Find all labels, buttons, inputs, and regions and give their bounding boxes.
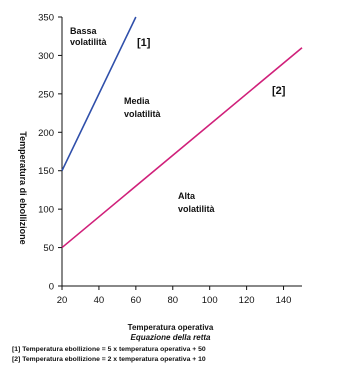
- equation-title: Equazione della retta: [130, 333, 211, 342]
- x-tick-label: 120: [239, 295, 255, 306]
- region-alta-line1: Alta: [178, 191, 196, 201]
- series-1-label: [1]: [137, 37, 151, 49]
- x-tick-label: 140: [276, 295, 292, 306]
- series-2-label: [2]: [272, 85, 286, 97]
- region-alta-line2: volatilità: [178, 204, 216, 214]
- y-tick-label: 50: [43, 243, 54, 254]
- y-tick-label: 150: [38, 166, 54, 177]
- equation-1: [1] Temperatura ebollizione = 5 x temper…: [12, 346, 206, 353]
- series-line-2: [61, 47, 303, 249]
- series-line-1: [61, 16, 137, 172]
- region-bassa-line2: volatilità: [70, 37, 108, 47]
- y-tick-label: 250: [38, 89, 54, 100]
- x-axis-label: Temperatura operativa: [127, 323, 214, 332]
- y-tick-label: 0: [49, 282, 54, 293]
- y-tick-label: 300: [38, 51, 54, 62]
- equation-2: [2] Temperatura ebollizione = 2 x temper…: [12, 356, 206, 363]
- series-lines: [61, 16, 303, 249]
- y-axis-ticks: 0 50 100 150 200 250 300 350: [38, 13, 62, 293]
- y-axis-label: Temperatura di ebollizione: [18, 131, 28, 244]
- x-tick-label: 80: [167, 295, 178, 306]
- x-tick-label: 40: [94, 295, 105, 306]
- x-tick-label: 100: [202, 295, 218, 306]
- x-tick-label: 60: [131, 295, 142, 306]
- x-axis-ticks: 20 40 60 80 100 120 140: [57, 286, 292, 306]
- y-tick-label: 100: [38, 205, 54, 216]
- region-media-line1: Media: [124, 96, 151, 106]
- x-tick-label: 20: [57, 295, 68, 306]
- region-media-line2: volatilità: [124, 109, 162, 119]
- y-tick-label: 350: [38, 13, 54, 24]
- region-bassa-line1: Bassa: [70, 26, 98, 36]
- y-tick-label: 200: [38, 128, 54, 139]
